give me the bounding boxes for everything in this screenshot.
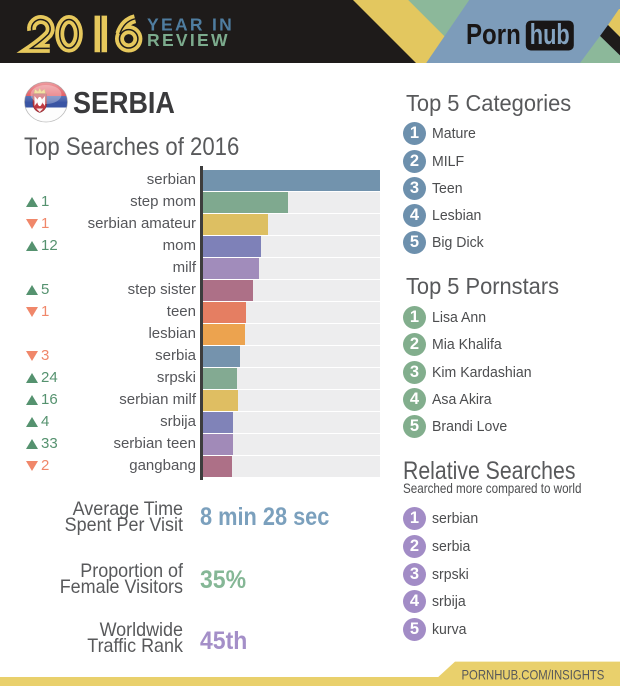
svg-text:REVIEW: REVIEW (147, 30, 230, 50)
svg-text:hub: hub (530, 19, 570, 51)
svg-text:PORNHUB.COM/INSIGHTS: PORNHUB.COM/INSIGHTS (462, 667, 605, 682)
svg-text:YEAR IN: YEAR IN (147, 15, 234, 35)
svg-text:Porn: Porn (466, 18, 521, 51)
